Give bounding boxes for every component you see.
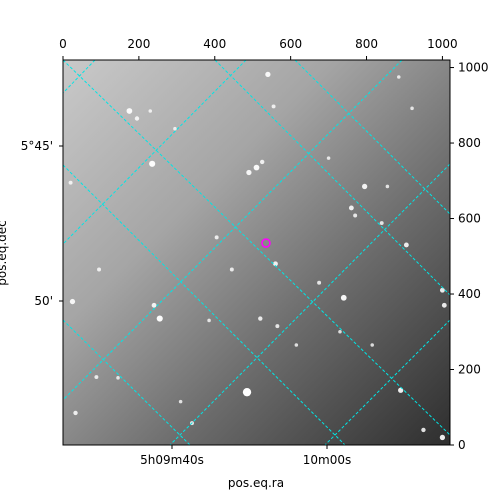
star-point [397, 75, 401, 79]
star-point [340, 294, 347, 301]
star-point [348, 205, 354, 211]
star-point [273, 261, 278, 267]
right-tick-label: 1000 [458, 61, 489, 75]
ra-tick-labels: 5h09m40s 10m00s [140, 445, 351, 467]
star-point [294, 343, 299, 347]
star-point [151, 302, 157, 308]
star-point [253, 164, 260, 171]
star-point [258, 316, 263, 321]
star-point [242, 387, 252, 397]
top-tick-label: 0 [59, 37, 67, 51]
star-point [441, 302, 447, 308]
top-tick-label: 200 [127, 37, 150, 51]
star-point [156, 315, 163, 322]
grid-line [63, 60, 96, 94]
star-point [275, 324, 280, 329]
star-point [97, 267, 102, 272]
star-point [421, 427, 426, 433]
grid-line [294, 60, 450, 215]
star-point [116, 376, 120, 380]
y-axis-title: pos.eq.dec [0, 220, 9, 285]
star-point [149, 160, 156, 167]
star-point [68, 180, 73, 185]
star-point [439, 287, 445, 293]
star-point [178, 399, 183, 404]
star-point [385, 184, 390, 189]
ra-tick-label: 10m00s [303, 453, 351, 467]
top-tick-label: 800 [355, 37, 378, 51]
star-point [361, 183, 368, 190]
star-point [207, 318, 211, 323]
star-point [338, 330, 342, 334]
star-point [259, 159, 265, 165]
star-point [94, 375, 99, 380]
dec-tick-label: 50' [34, 294, 53, 308]
star-point [379, 221, 384, 226]
grid-line [63, 60, 403, 401]
grid-line [63, 164, 346, 445]
star-point [353, 213, 358, 218]
star-point [403, 242, 409, 248]
x-axis-title: pos.eq.ra [228, 476, 284, 490]
star-point [271, 104, 276, 109]
star-point [73, 410, 78, 416]
star-point [370, 343, 374, 347]
top-pixel-axis: 0 200 400 600 800 1000 [59, 37, 458, 60]
star-point [326, 156, 331, 160]
star-point [439, 434, 446, 441]
ra-tick-label: 5h09m40s [140, 453, 204, 467]
top-tick-label: 1000 [427, 37, 458, 51]
star-point [134, 116, 140, 121]
right-pixel-axis: 0 200 400 600 800 1000 [450, 61, 489, 452]
star-point [214, 235, 219, 240]
star-point [229, 267, 234, 272]
top-tick-label: 600 [279, 37, 302, 51]
star-point [148, 109, 153, 113]
sky-image [63, 60, 450, 445]
grid-line [63, 60, 247, 245]
right-tick-label: 0 [458, 438, 466, 452]
right-tick-label: 800 [458, 136, 481, 150]
star-point [410, 106, 414, 111]
dec-tick-label: 5°45' [21, 139, 53, 153]
grid-line [214, 60, 450, 296]
star-point [69, 298, 76, 305]
right-tick-label: 600 [458, 212, 481, 226]
stars-layer [68, 71, 447, 441]
right-tick-label: 400 [458, 287, 481, 301]
top-tick-label: 400 [203, 37, 226, 51]
star-point [126, 108, 133, 114]
star-point [173, 126, 177, 131]
grid-line [169, 163, 450, 445]
star-point [246, 169, 252, 176]
star-point [317, 280, 322, 285]
right-tick-label: 200 [458, 363, 481, 377]
coordinate-grid [63, 60, 450, 445]
star-point [265, 71, 271, 77]
dec-tick-labels: 5°45' 50' [21, 139, 63, 308]
target-marker [261, 238, 271, 248]
grid-line [324, 319, 450, 445]
plot-frame [62, 59, 451, 446]
plot-area [62, 59, 451, 446]
